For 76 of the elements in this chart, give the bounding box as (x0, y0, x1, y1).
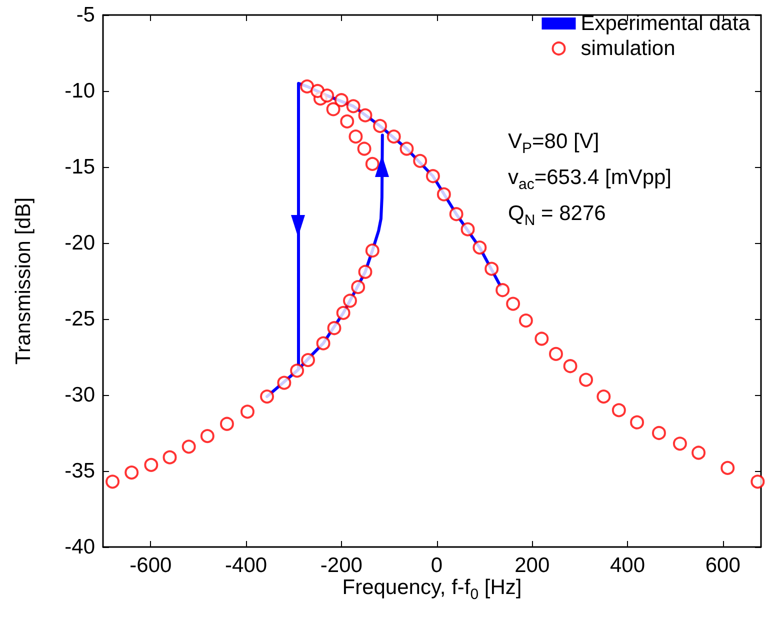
point (326, 102, 340, 116)
point (290, 364, 304, 378)
point (548, 346, 563, 361)
x-tick-label: 200 (514, 554, 550, 577)
point (346, 99, 360, 114)
point (162, 450, 177, 464)
point (336, 306, 350, 320)
point (124, 466, 139, 480)
point (400, 142, 414, 156)
annotation: v$_{ac}$=653.4 [mVpp] (508, 166, 672, 194)
point (200, 429, 214, 444)
point (351, 280, 366, 294)
point (301, 353, 316, 368)
y-tick-label: -10 (64, 80, 95, 102)
point (340, 114, 354, 128)
point (220, 416, 234, 431)
point (518, 314, 533, 328)
point (630, 415, 644, 430)
annotation: V$_{P}$=80 [V] (508, 130, 600, 158)
point (343, 294, 357, 308)
point (720, 460, 735, 475)
point (348, 130, 363, 144)
point (436, 187, 451, 202)
point (750, 474, 765, 489)
x-tick-label: -600 (130, 554, 172, 577)
y-tick-label: -15 (64, 156, 95, 178)
point (484, 262, 499, 276)
y-tick-label: -40 (64, 536, 95, 558)
point (260, 390, 274, 404)
point (373, 118, 388, 133)
x-axis-title: Frequency, f-f$_{0}$ [Hz] (342, 576, 522, 604)
x-tick-label: -400 (225, 554, 268, 577)
point (277, 376, 292, 390)
point (358, 264, 372, 279)
point (472, 240, 487, 255)
point (612, 403, 626, 418)
point (144, 458, 158, 472)
x-tick-label: 400 (610, 554, 646, 577)
point (182, 440, 196, 454)
point (692, 446, 706, 460)
point (327, 321, 342, 336)
y-tick-label: -25 (64, 308, 95, 330)
legend-label: Experimental data (580, 12, 750, 35)
x-tick-label: 0 (430, 554, 443, 577)
x-tick-label: -200 (320, 554, 362, 577)
point (672, 436, 687, 451)
point (449, 207, 464, 222)
y-tick-label: -20 (64, 232, 95, 254)
point (460, 222, 475, 236)
point (240, 404, 254, 419)
annotation: Q$_{N}$ = 8276 (508, 202, 606, 230)
point (534, 332, 549, 346)
point (316, 336, 330, 350)
point (357, 142, 372, 156)
point (300, 79, 314, 94)
point (413, 154, 428, 168)
point (652, 426, 666, 440)
point (596, 390, 611, 404)
point (365, 244, 380, 258)
point (358, 108, 372, 122)
y-tick-label: -5 (76, 4, 95, 26)
point (365, 156, 380, 171)
point (386, 130, 401, 144)
point (563, 359, 578, 374)
point (106, 474, 120, 489)
point (496, 283, 510, 298)
point (320, 88, 334, 103)
legend-label: simulation (580, 37, 676, 60)
point (506, 296, 520, 311)
y-axis-title: Transmission [dB] (12, 197, 36, 365)
point (579, 372, 594, 387)
point (334, 93, 348, 108)
y-tick-label: -30 (64, 384, 95, 406)
point (426, 169, 440, 184)
x-tick-label: 600 (705, 554, 740, 577)
y-tick-label: -35 (64, 460, 95, 482)
